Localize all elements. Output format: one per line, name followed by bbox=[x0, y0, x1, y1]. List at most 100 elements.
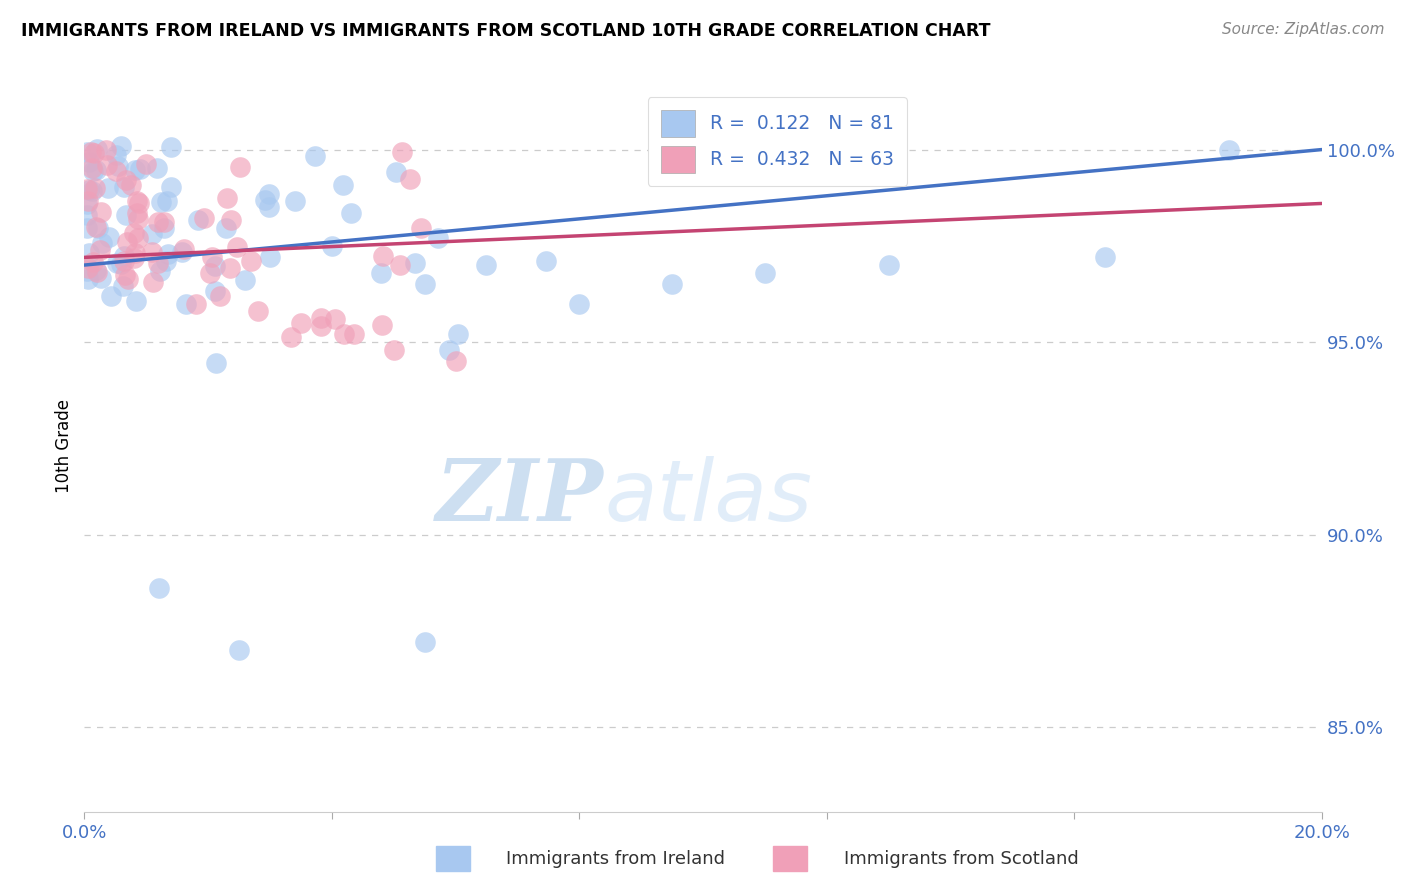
Point bbox=[105, 148, 128, 162]
Point bbox=[398, 171, 420, 186]
Point bbox=[257, 200, 280, 214]
Point bbox=[76, 263, 98, 277]
Point bbox=[233, 273, 256, 287]
Point bbox=[382, 343, 405, 357]
Point bbox=[311, 318, 333, 333]
Point bbox=[76, 194, 98, 209]
Point bbox=[76, 221, 98, 235]
Point bbox=[80, 161, 103, 175]
Point bbox=[184, 296, 207, 310]
Point bbox=[284, 194, 307, 209]
Point bbox=[114, 268, 136, 282]
Point bbox=[124, 226, 146, 240]
Point bbox=[76, 182, 98, 196]
Point bbox=[204, 259, 226, 273]
Point bbox=[218, 261, 240, 276]
Point bbox=[82, 163, 104, 178]
Point bbox=[127, 230, 149, 244]
Point bbox=[426, 231, 449, 245]
Point bbox=[340, 206, 363, 220]
Point bbox=[217, 191, 239, 205]
Point bbox=[332, 178, 354, 192]
Point bbox=[437, 343, 460, 357]
Point bbox=[280, 330, 302, 344]
Point bbox=[153, 221, 176, 235]
Point bbox=[446, 327, 468, 342]
Point bbox=[114, 208, 136, 222]
FancyBboxPatch shape bbox=[773, 847, 807, 871]
Point bbox=[323, 312, 346, 326]
Point bbox=[333, 327, 356, 342]
Point bbox=[96, 158, 118, 172]
Point bbox=[90, 235, 112, 250]
Point bbox=[80, 185, 103, 199]
Point bbox=[79, 246, 101, 260]
Point bbox=[77, 272, 100, 286]
Point bbox=[79, 155, 101, 169]
Point bbox=[193, 211, 215, 225]
Point bbox=[253, 193, 276, 207]
Point bbox=[226, 240, 249, 254]
Point bbox=[105, 163, 128, 178]
Point bbox=[385, 165, 408, 179]
Point bbox=[82, 254, 104, 268]
Point bbox=[155, 253, 177, 268]
Point bbox=[404, 256, 426, 270]
Point bbox=[240, 254, 263, 268]
Point bbox=[107, 256, 129, 270]
Point bbox=[754, 266, 776, 280]
Point bbox=[128, 161, 150, 176]
Point bbox=[413, 277, 436, 292]
Point bbox=[389, 258, 412, 272]
Point bbox=[321, 239, 343, 253]
Y-axis label: 10th Grade: 10th Grade bbox=[55, 399, 73, 493]
Point bbox=[215, 220, 238, 235]
Point bbox=[125, 206, 148, 220]
Point bbox=[84, 162, 107, 177]
Point bbox=[112, 253, 135, 268]
Point bbox=[159, 140, 181, 154]
Point bbox=[391, 145, 413, 159]
Point bbox=[150, 195, 173, 210]
Point bbox=[124, 245, 146, 260]
Point bbox=[413, 635, 436, 649]
Point bbox=[127, 211, 149, 226]
Point bbox=[76, 145, 98, 159]
Point bbox=[373, 249, 395, 263]
Point bbox=[83, 181, 105, 195]
Point bbox=[115, 172, 138, 186]
Point bbox=[219, 213, 242, 227]
Point bbox=[76, 197, 98, 211]
FancyBboxPatch shape bbox=[436, 847, 470, 871]
Point bbox=[100, 288, 122, 302]
Point bbox=[112, 180, 135, 194]
Point bbox=[257, 187, 280, 202]
Point bbox=[174, 297, 197, 311]
Point bbox=[115, 235, 138, 250]
Text: atlas: atlas bbox=[605, 456, 813, 539]
Text: Immigrants from Ireland: Immigrants from Ireland bbox=[506, 849, 725, 868]
Point bbox=[86, 265, 108, 279]
Point bbox=[370, 266, 392, 280]
Point bbox=[1218, 143, 1240, 157]
Point bbox=[198, 267, 221, 281]
Point bbox=[125, 194, 148, 209]
Point bbox=[209, 289, 232, 303]
Point bbox=[98, 230, 121, 244]
Point bbox=[148, 215, 170, 229]
Point bbox=[122, 251, 145, 265]
Point bbox=[142, 275, 165, 289]
Point bbox=[96, 144, 118, 158]
Point bbox=[148, 582, 170, 596]
Point bbox=[536, 254, 558, 268]
Point bbox=[877, 258, 900, 272]
Point bbox=[201, 250, 224, 264]
Point bbox=[146, 161, 169, 176]
Point bbox=[304, 148, 326, 162]
Point bbox=[259, 251, 281, 265]
Point bbox=[568, 296, 591, 310]
Point bbox=[160, 180, 183, 194]
Point bbox=[229, 160, 252, 174]
Point bbox=[97, 181, 120, 195]
Point bbox=[124, 162, 146, 177]
